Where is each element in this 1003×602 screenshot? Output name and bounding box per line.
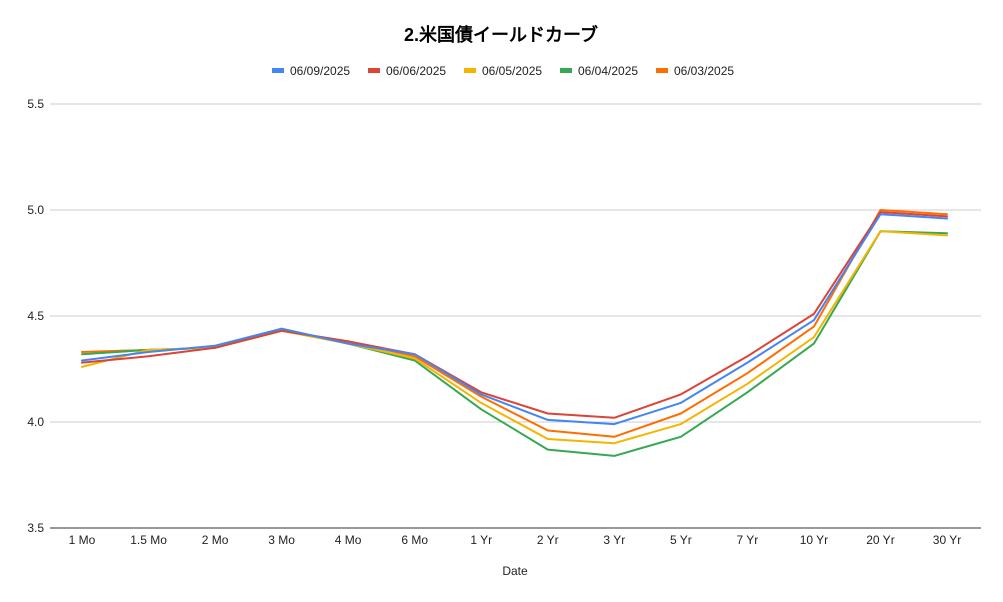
legend-swatch [272,68,284,73]
x-axis-title: Date [502,564,528,578]
y-tick-label: 4.0 [27,415,44,429]
y-tick-label: 4.5 [27,309,44,323]
legend-item[interactable]: 06/06/2025 [368,64,446,78]
x-tick-label: 10 Yr [800,533,828,547]
x-tick-label: 2 Yr [537,533,559,547]
x-tick-label: 7 Yr [736,533,758,547]
legend-swatch [560,68,572,73]
x-tick-label: 6 Mo [401,533,428,547]
chart-title: 2.米国債イールドカーブ [404,24,598,45]
series-lines [81,209,948,457]
legend-item[interactable]: 06/09/2025 [272,64,350,78]
x-tick-label: 1 Yr [470,533,492,547]
x-tick-label: 3 Yr [603,533,625,547]
legend-label: 06/06/2025 [386,64,446,78]
grid [50,103,981,529]
legend-swatch [464,68,476,73]
legend-label: 06/05/2025 [482,64,542,78]
series-line [81,213,948,426]
y-tick-label: 3.5 [27,521,44,535]
x-tick-label: 1.5 Mo [130,533,167,547]
x-tick-label: 30 Yr [933,533,961,547]
legend-item[interactable]: 06/04/2025 [560,64,638,78]
x-tick-label: 1 Mo [69,533,96,547]
legend: 06/09/2025 06/06/2025 06/05/2025 06/04/2025… [272,64,734,78]
legend-label: 06/04/2025 [578,64,638,78]
x-tick-label: 2 Mo [202,533,229,547]
legend-swatch [656,68,668,73]
legend-item[interactable]: 06/03/2025 [656,64,734,78]
x-tick-label: 4 Mo [335,533,362,547]
x-tick-label: 3 Mo [268,533,295,547]
x-tick-label: 5 Yr [670,533,692,547]
x-tick-label: 20 Yr [866,533,894,547]
y-tick-label: 5.0 [27,203,44,217]
x-axis-ticks: 1 Mo 1.5 Mo 2 Mo 3 Mo 4 Mo 6 Mo 1 Yr 2 Yr 3 Yr 5 … [69,533,962,547]
legend-item[interactable]: 06/05/2025 [464,64,542,78]
legend-label: 06/03/2025 [674,64,734,78]
series-line [81,211,948,419]
legend-label: 06/09/2025 [290,64,350,78]
y-tick-label: 5.5 [27,97,44,111]
legend-swatch [368,68,380,73]
y-axis-ticks: 3.5 4.0 4.5 5.0 5.5 [27,97,44,535]
